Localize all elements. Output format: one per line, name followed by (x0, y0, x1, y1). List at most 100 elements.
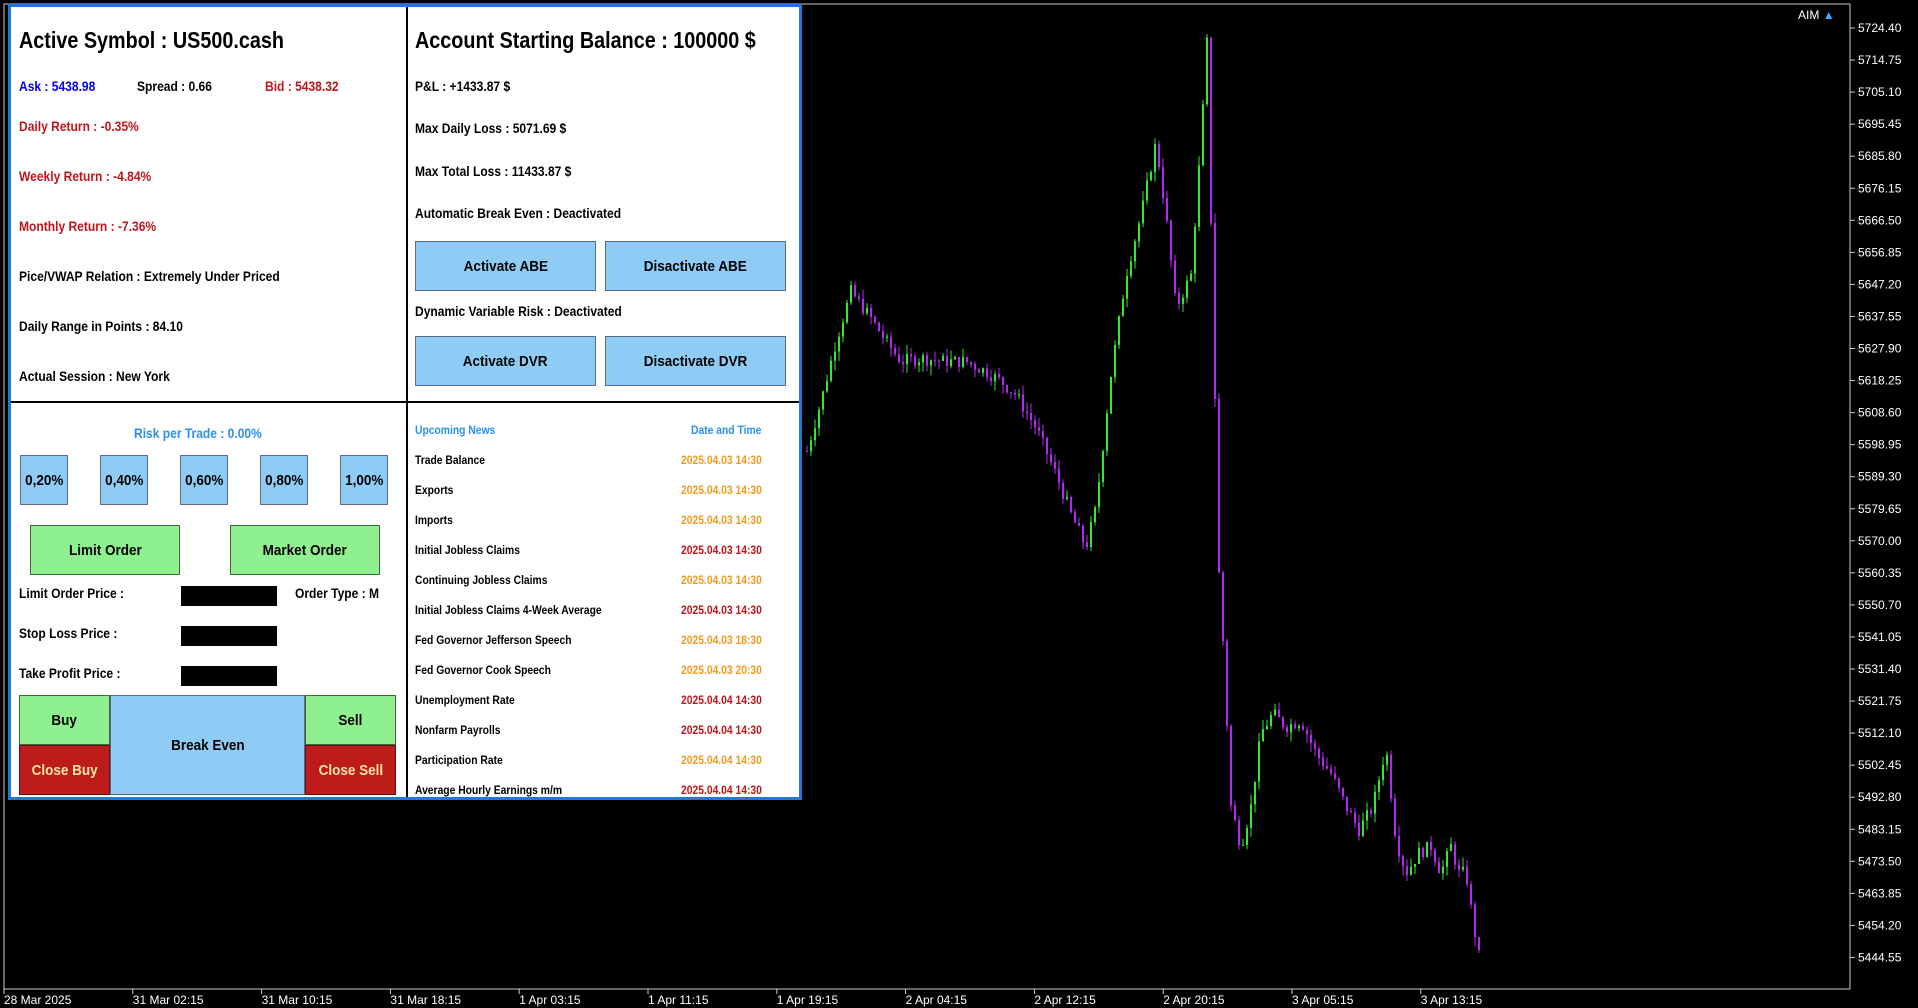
price-label: 5570.00 (1858, 534, 1902, 548)
candle-body (1006, 385, 1008, 393)
activate-abe-button[interactable]: Activate ABE (415, 241, 596, 291)
candle-body (1122, 298, 1124, 317)
candle-body (818, 409, 820, 429)
candle-body (834, 351, 836, 361)
candle-body (886, 336, 888, 339)
candle-body (1198, 165, 1200, 227)
candle-body (1434, 849, 1436, 863)
take-profit-label: Take Profit Price : (19, 665, 121, 681)
candle-body (1106, 413, 1108, 452)
stop-loss-input[interactable] (181, 626, 277, 646)
price-label: 5531.40 (1858, 662, 1902, 676)
risk-button-0-80[interactable]: 0,80% (260, 455, 308, 505)
deactivate-dvr-button[interactable]: Disactivate DVR (605, 336, 786, 386)
candle-body (1402, 856, 1404, 867)
news-header-title: Upcoming News (415, 423, 496, 437)
candle-body (906, 354, 908, 365)
candle-body (1226, 640, 1228, 727)
candle-body (974, 364, 976, 370)
candle-body (998, 374, 1000, 378)
candle-body (1014, 392, 1016, 395)
candle-body (1038, 427, 1040, 432)
candle-body (1458, 864, 1460, 870)
candle-body (1114, 344, 1116, 377)
candle-body (1118, 316, 1120, 345)
candle-body (1042, 431, 1044, 438)
candle-body (878, 322, 880, 332)
weekly-return: Weekly Return : -4.84% (19, 168, 152, 184)
price-label: 5579.65 (1858, 502, 1902, 516)
risk-button-0-60[interactable]: 0,60% (180, 455, 228, 505)
time-label: 1 Apr 11:15 (648, 993, 709, 1007)
candle-body (914, 356, 916, 366)
candle-body (850, 285, 852, 303)
candle-body (1094, 507, 1096, 523)
candle-body (1334, 773, 1336, 779)
candle-body (1266, 725, 1268, 730)
candle-body (986, 368, 988, 378)
price-label: 5473.50 (1858, 854, 1902, 868)
candle-body (866, 307, 868, 314)
buy-button[interactable]: Buy (19, 695, 110, 745)
candle-body (1330, 768, 1332, 774)
limit-order-button[interactable]: Limit Order (30, 525, 180, 575)
take-profit-input[interactable] (181, 666, 277, 686)
news-item-time: 2025.04.03 14:30 (681, 483, 762, 497)
price-label: 5512.10 (1858, 726, 1902, 740)
candle-body (1346, 796, 1348, 812)
candle-body (1102, 451, 1104, 483)
candle-body (962, 357, 964, 368)
candle-body (1234, 805, 1236, 821)
price-label: 5656.85 (1858, 245, 1902, 259)
ask-price: Ask : 5438.98 (19, 78, 96, 94)
price-label: 5676.15 (1858, 181, 1902, 195)
time-label: 31 Mar 02:15 (133, 993, 204, 1007)
price-label: 5705.10 (1858, 85, 1902, 99)
sell-button[interactable]: Sell (305, 695, 396, 745)
price-label: 5695.45 (1858, 117, 1902, 131)
candle-body (1286, 727, 1288, 733)
candle-body (1182, 297, 1184, 304)
time-label: 28 Mar 2025 (4, 993, 72, 1007)
candle-body (1258, 741, 1260, 782)
candle-body (954, 357, 956, 360)
symbol-title: Active Symbol : US500.cash (19, 27, 284, 53)
close-buy-button[interactable]: Close Buy (19, 745, 110, 795)
candle-body (1450, 844, 1452, 852)
risk-button-1-00[interactable]: 1,00% (340, 455, 388, 505)
market-order-button[interactable]: Market Order (230, 525, 380, 575)
candle-body (1162, 167, 1164, 198)
price-label: 5724.40 (1858, 21, 1902, 35)
risk-button-0-20[interactable]: 0,20% (20, 455, 68, 505)
candle-body (1078, 522, 1080, 526)
candle-body (1386, 754, 1388, 765)
risk-button-0-40[interactable]: 0,40% (100, 455, 148, 505)
news-item-name: Continuing Jobless Claims (415, 573, 548, 587)
news-item-name: Average Hourly Earnings m/m (415, 783, 563, 797)
candle-body (1478, 937, 1480, 950)
candle-body (1058, 468, 1060, 484)
max-daily-loss: Max Daily Loss : 5071.69 $ (415, 120, 567, 136)
candle-body (826, 380, 828, 392)
break-even-button[interactable]: Break Even (110, 695, 305, 795)
time-label: 3 Apr 05:15 (1292, 993, 1354, 1007)
price-label: 5666.50 (1858, 213, 1902, 227)
candle-body (806, 451, 808, 453)
candle-body (1030, 412, 1032, 421)
candle-body (1366, 810, 1368, 821)
candle-body (1142, 200, 1144, 224)
candle-body (1154, 144, 1156, 173)
deactivate-abe-button[interactable]: Disactivate ABE (605, 241, 786, 291)
candle-body (1474, 904, 1476, 938)
limit-price-input[interactable] (181, 586, 277, 606)
activate-dvr-button[interactable]: Activate DVR (415, 336, 596, 386)
candle-body (1018, 394, 1020, 396)
close-sell-button[interactable]: Close Sell (305, 745, 396, 795)
candle-body (1110, 376, 1112, 414)
news-header-datetime: Date and Time (691, 423, 762, 437)
candle-body (1230, 726, 1232, 806)
candle-body (926, 355, 928, 366)
candle-body (1246, 827, 1248, 845)
candle-body (882, 331, 884, 339)
